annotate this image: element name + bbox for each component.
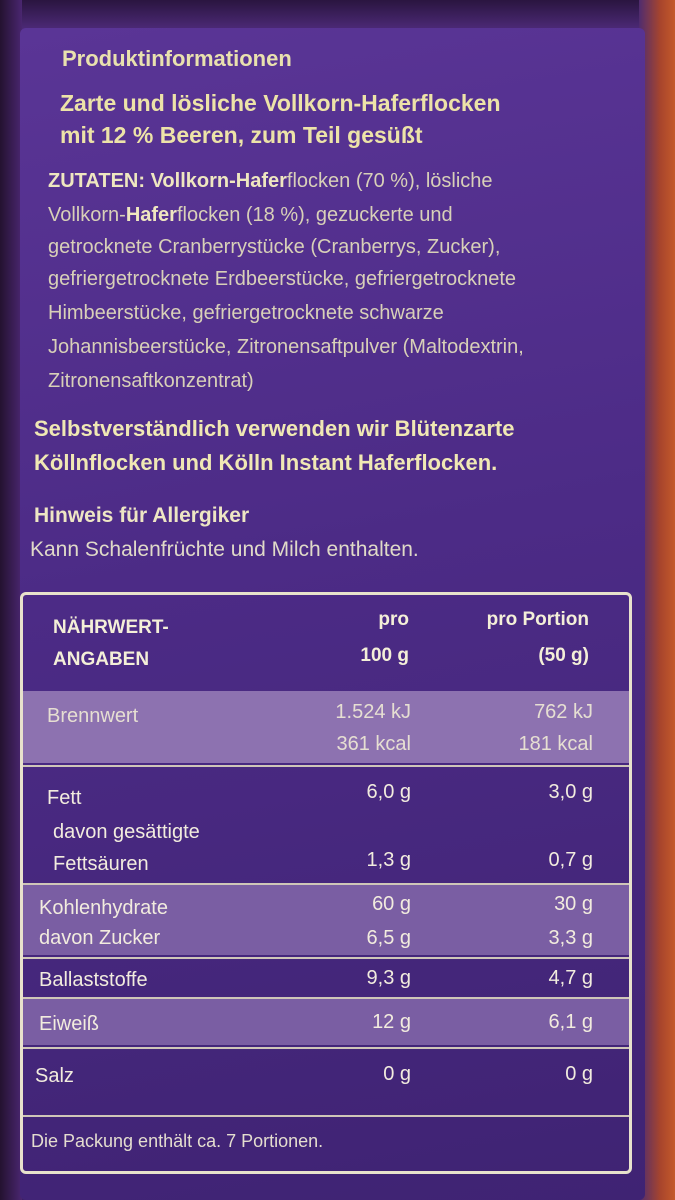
value-zucker-100g: 6,5 g (366, 927, 411, 949)
row-divider (23, 1047, 629, 1049)
value-gesaettigt-portion: 0,7 g (548, 849, 593, 871)
value-kohlenhydrate-portion: 30 g (554, 893, 593, 915)
value-brennwert-kcal-portion: 181 kcal (518, 733, 594, 755)
value-fett-100g: 6,0 g (366, 781, 411, 803)
column-header-per-100g: 100 g (360, 645, 409, 666)
value-salz-100g: 0 g (383, 1063, 411, 1085)
row-label-fettsaeuren: Fettsäuren (53, 853, 149, 875)
value-eiweiss-100g: 12 g (372, 1011, 411, 1033)
row-divider (23, 997, 629, 999)
allergen-emphasis: Hafer (125, 204, 177, 226)
ingredients-line: Vollkorn-Haferflocken (18 %), gezuckerte… (48, 204, 453, 227)
row-band-kohlenhydrate (23, 885, 629, 955)
row-label-brennwert: Brennwert (47, 705, 139, 727)
allergy-text: Kann Schalenfrüchte und Milch enthalten. (30, 538, 419, 561)
value-gesaettigt-100g: 1,3 g (366, 849, 411, 871)
allergen-emphasis: Hafer (235, 170, 287, 192)
value-ballaststoffe-100g: 9,3 g (366, 967, 411, 989)
ingredients-text: Vollkorn- (48, 204, 126, 226)
package-left-edge (0, 0, 22, 1200)
nutrition-header-label: NÄHRWERT- (53, 617, 169, 638)
row-divider (23, 1115, 629, 1117)
column-header-per-100g: pro (378, 609, 409, 630)
package-right-edge (639, 0, 675, 1200)
claim-line-2: Köllnflocken und Kölln Instant Haferfloc… (34, 450, 498, 475)
ingredients-label: ZUTATEN: Vollkorn- (48, 170, 236, 192)
row-band-brennwert (23, 691, 629, 763)
ingredients-line: Zitronensaftkonzentrat) (48, 370, 254, 392)
nutrition-table: NÄHRWERT- ANGABEN pro 100 g pro Portion … (20, 592, 632, 1174)
row-label-ballaststoffe: Ballaststoffe (39, 969, 148, 991)
ingredients-line: Johannisbeerstücke, Zitronensaftpulver (… (48, 336, 524, 358)
column-header-per-portion: (50 g) (538, 645, 589, 666)
ingredients-text: flocken (18 %), gezuckerte und (176, 204, 453, 226)
value-eiweiss-portion: 6,1 g (548, 1011, 593, 1033)
row-label-kohlenhydrate: Kohlenhydrate (39, 897, 168, 919)
ingredients-line: getrocknete Cranberrystücke (Cranberrys,… (48, 236, 501, 258)
portion-note: Die Packung enthält ca. 7 Portionen. (31, 1131, 324, 1151)
row-divider (23, 883, 629, 885)
value-kohlenhydrate-100g: 60 g (372, 893, 411, 915)
row-divider (23, 957, 629, 959)
value-salz-portion: 0 g (565, 1063, 593, 1085)
row-label-gesaettigt: davon gesättigte (53, 821, 200, 843)
row-label-eiweiss: Eiweiß (39, 1013, 100, 1035)
ingredients-text: flocken (70 %), lösliche (286, 170, 493, 192)
row-label-salz: Salz (35, 1065, 74, 1087)
value-fett-portion: 3,0 g (548, 781, 593, 803)
value-brennwert-kcal-100g: 361 kcal (336, 733, 412, 755)
column-header-per-portion: pro Portion (486, 609, 589, 630)
allergy-heading: Hinweis für Allergiker (34, 504, 250, 527)
product-subtitle-line-2: mit 12 % Beeren, zum Teil gesüßt (60, 122, 423, 148)
value-brennwert-kj-portion: 762 kJ (534, 701, 593, 723)
value-ballaststoffe-portion: 4,7 g (548, 967, 593, 989)
ingredients-line: ZUTATEN: Vollkorn-Haferflocken (70 %), l… (48, 170, 493, 193)
product-info-heading: Produktinformationen (62, 46, 292, 71)
row-divider (23, 765, 629, 767)
row-label-fett: Fett (47, 787, 82, 809)
row-label-zucker: davon Zucker (39, 927, 161, 949)
ingredients-line: Himbeerstücke, gefriergetrocknete schwar… (48, 302, 444, 324)
ingredients-line: gefriergetrocknete Erdbeerstücke, gefrie… (48, 268, 517, 290)
row-band-eiweiss (23, 999, 629, 1045)
value-zucker-portion: 3,3 g (548, 927, 593, 949)
claim-line-1: Selbstverständlich verwenden wir Blütenz… (34, 416, 515, 441)
product-subtitle-line-1: Zarte und lösliche Vollkorn-Haferflocken (60, 90, 501, 116)
value-brennwert-kj-100g: 1.524 kJ (335, 701, 411, 723)
nutrition-header-label: ANGABEN (53, 649, 150, 670)
package-top-edge (0, 0, 675, 30)
